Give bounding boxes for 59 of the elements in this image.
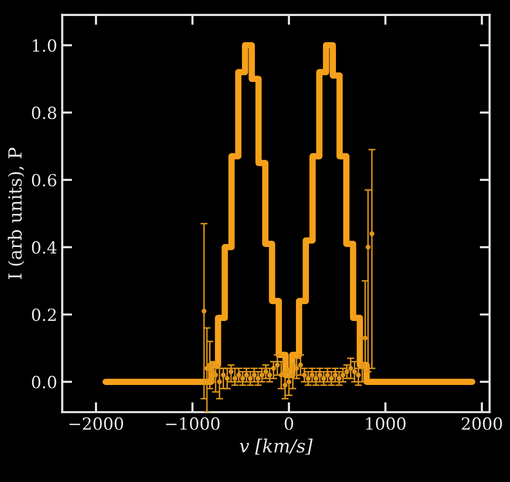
point (204, 366, 210, 371)
point (240, 376, 246, 381)
point (224, 376, 230, 381)
point (336, 376, 342, 381)
point (356, 372, 361, 378)
x-tick-label: 2000 (462, 417, 502, 430)
x-tick-label: 0 (284, 417, 294, 430)
point (348, 366, 354, 371)
y-tick-label: 0.4 (32, 241, 57, 254)
point (302, 372, 307, 378)
point (271, 366, 276, 371)
y-tick-label: 1.0 (32, 39, 56, 52)
point (314, 376, 318, 381)
point (256, 376, 260, 381)
point (340, 372, 346, 378)
y-tick-label: 0.2 (32, 308, 56, 322)
point (263, 369, 268, 374)
point (310, 372, 315, 378)
point (217, 379, 222, 384)
point (259, 372, 264, 378)
point (332, 372, 338, 378)
point (328, 376, 334, 381)
x-axis-title: v [km/s] (240, 438, 313, 455)
point (274, 362, 280, 368)
point (306, 376, 311, 381)
point (213, 372, 218, 378)
point (321, 376, 326, 381)
point (220, 372, 226, 378)
point (294, 366, 300, 371)
x-tick-label: −1000 (166, 417, 220, 430)
point (366, 244, 370, 250)
point (236, 372, 242, 378)
point (317, 372, 322, 378)
y-tick-label: 0.8 (32, 106, 56, 120)
x-tick-label: −2000 (70, 417, 124, 430)
point (325, 372, 330, 378)
y-tick-label: 0.6 (32, 174, 56, 186)
point (232, 376, 238, 381)
point (369, 231, 374, 236)
point (278, 372, 284, 378)
point (248, 376, 253, 381)
point (202, 308, 206, 314)
y-axis-title: I (arb units), P (8, 148, 24, 279)
y-tick-label: 0.0 (32, 376, 56, 388)
x-tick-label: 1000 (366, 417, 406, 430)
point (210, 369, 216, 374)
point (352, 369, 357, 374)
point (362, 336, 368, 340)
point (286, 379, 292, 384)
point (344, 369, 350, 374)
point (298, 362, 303, 368)
point (228, 369, 234, 374)
point (244, 372, 249, 378)
point (290, 372, 296, 378)
point (207, 362, 212, 368)
point (282, 382, 288, 388)
point (267, 372, 272, 378)
point (360, 362, 365, 368)
point (252, 372, 257, 378)
